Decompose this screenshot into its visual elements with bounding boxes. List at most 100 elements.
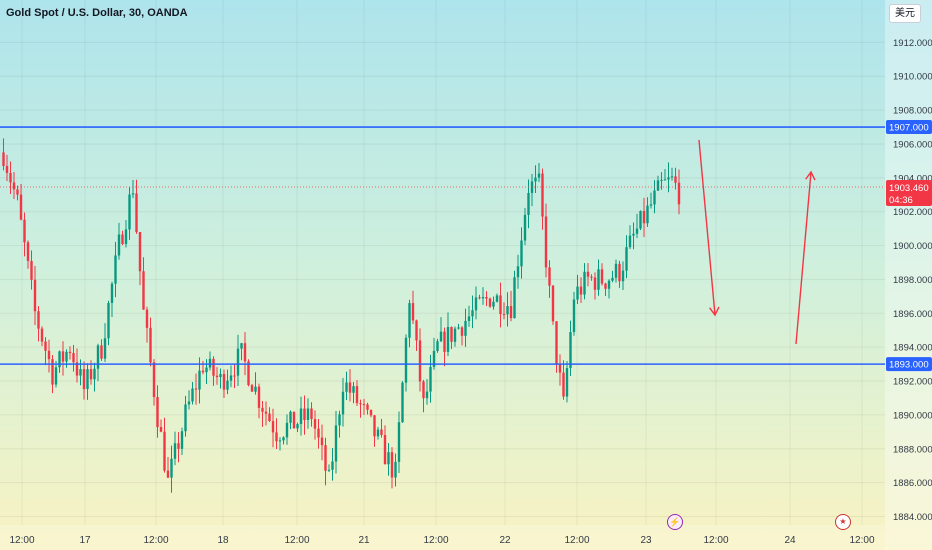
candle-body <box>345 382 348 392</box>
candle-body <box>12 182 16 190</box>
candle-body <box>653 190 656 205</box>
price-tick-label: 1904.000 <box>893 173 932 184</box>
candle-body <box>516 266 520 278</box>
candle-body <box>121 234 124 245</box>
candle-body <box>145 309 149 328</box>
candle-body <box>485 297 488 299</box>
candle-body <box>128 194 131 230</box>
candle-body <box>72 353 75 363</box>
candle-body <box>576 286 579 300</box>
candle-body <box>292 411 296 429</box>
candle-body <box>327 469 331 471</box>
candle-body <box>264 411 268 414</box>
candle-body <box>369 409 373 416</box>
candle-body <box>261 407 264 412</box>
candle-body <box>96 345 100 369</box>
candle-body <box>450 326 453 342</box>
candle-body <box>373 415 376 437</box>
candle-body <box>89 369 93 380</box>
candle-body <box>366 404 369 410</box>
candle-body <box>495 295 499 302</box>
time-tick-label: 18 <box>217 535 229 546</box>
candle-body <box>593 277 597 290</box>
candle-body <box>306 408 310 421</box>
us-flag-icon[interactable]: ★ <box>835 514 851 530</box>
candle-body <box>191 388 194 402</box>
countdown-label: 04:36 <box>889 195 913 206</box>
candle-body <box>173 443 177 459</box>
candle-body <box>159 427 163 432</box>
candle-body <box>289 411 292 423</box>
candle-body <box>481 297 485 299</box>
candle-body <box>628 235 632 248</box>
candle-body <box>383 434 387 465</box>
candle-body <box>257 386 261 408</box>
level-price-badge <box>886 120 932 135</box>
price-tick-label: 1890.000 <box>893 410 932 421</box>
candle-body <box>635 228 639 234</box>
candle-body <box>453 328 457 342</box>
up-arrow-annotation-head <box>805 170 816 181</box>
time-tick-label: 12:00 <box>284 535 309 546</box>
candle-body <box>380 429 383 435</box>
candle-body <box>656 180 660 191</box>
candle-body <box>187 401 191 405</box>
candle-body <box>492 301 495 307</box>
candle-body <box>198 370 201 390</box>
candle-body <box>457 327 460 329</box>
candle-body <box>285 422 289 438</box>
candle-body <box>572 299 576 333</box>
current-price-label: 1903.460 <box>889 183 929 194</box>
candle-body <box>565 368 569 397</box>
candle-body <box>443 331 446 352</box>
candle-body <box>394 461 397 478</box>
candle-body <box>47 350 51 360</box>
event-bolt-icon[interactable]: ⚡ <box>667 514 683 530</box>
candle-body <box>268 413 271 422</box>
candle-body <box>422 381 425 399</box>
candle-body <box>474 297 478 311</box>
price-tick-label: 1900.000 <box>893 241 932 252</box>
time-tick-label: 12:00 <box>9 535 34 546</box>
candle-body <box>219 374 222 378</box>
candle-body <box>534 177 537 182</box>
candle-body <box>338 414 341 426</box>
candle-body <box>177 443 180 449</box>
candle-body <box>51 359 54 385</box>
candle-body <box>607 280 611 289</box>
candle-body <box>649 204 653 206</box>
candle-body <box>467 316 471 321</box>
time-tick-label: 22 <box>499 535 511 546</box>
time-tick-label: 21 <box>358 535 370 546</box>
candle-body <box>541 173 544 217</box>
time-tick-label: 12:00 <box>849 535 874 546</box>
candle-body <box>523 214 527 241</box>
candle-body <box>299 408 303 425</box>
candle-body <box>275 432 278 442</box>
candle-body <box>114 255 117 284</box>
candle-body <box>621 270 625 282</box>
time-tick-label: 24 <box>784 535 796 546</box>
chart-title: Gold Spot / U.S. Dollar, 30, OANDA <box>6 7 188 19</box>
candle-body <box>660 179 663 181</box>
candle-body <box>432 350 436 367</box>
candle-body <box>418 340 422 382</box>
candle-body <box>509 306 513 319</box>
candle-body <box>551 285 555 322</box>
candle-body <box>19 194 23 220</box>
currency-button[interactable]: 美元 <box>889 4 921 23</box>
candle-body <box>586 271 590 277</box>
candle-body <box>352 386 355 393</box>
candle-body <box>212 358 215 376</box>
candle-body <box>611 277 614 281</box>
candle-body <box>201 370 205 373</box>
candle-body <box>663 179 667 181</box>
down-arrow-annotation-head <box>709 306 720 317</box>
price-tick-label: 1906.000 <box>893 139 932 150</box>
candle-body <box>247 361 250 386</box>
candle-body <box>16 189 19 195</box>
candle-body <box>40 328 44 342</box>
candle-body <box>600 269 604 284</box>
